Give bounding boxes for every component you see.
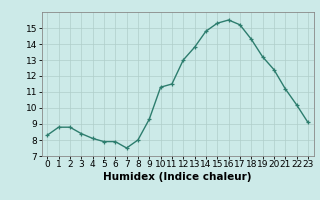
X-axis label: Humidex (Indice chaleur): Humidex (Indice chaleur) (103, 172, 252, 182)
